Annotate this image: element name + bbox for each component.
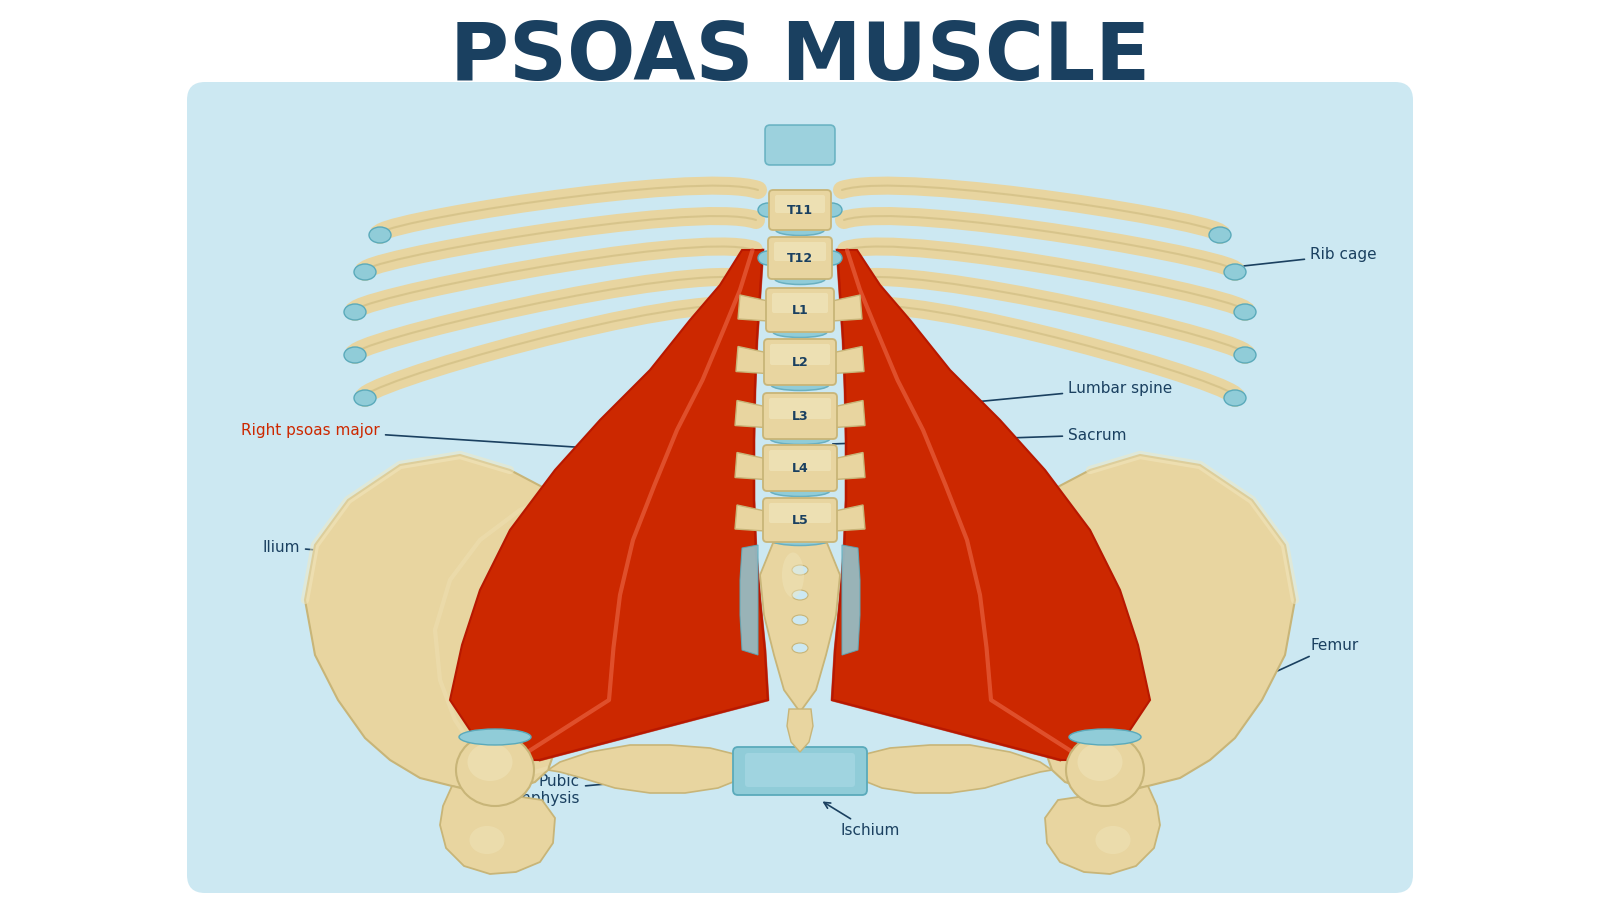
Text: Rib cage: Rib cage	[1227, 248, 1376, 267]
FancyBboxPatch shape	[187, 82, 1413, 893]
Polygon shape	[306, 455, 558, 792]
Polygon shape	[858, 745, 1053, 793]
Text: Right psoas major: Right psoas major	[242, 422, 586, 450]
Ellipse shape	[771, 535, 829, 545]
Polygon shape	[736, 346, 766, 374]
FancyBboxPatch shape	[763, 498, 837, 542]
Polygon shape	[832, 295, 862, 321]
Text: T12: T12	[787, 253, 813, 266]
Text: L1: L1	[792, 304, 808, 318]
Polygon shape	[835, 453, 866, 480]
FancyBboxPatch shape	[765, 125, 835, 165]
FancyBboxPatch shape	[763, 393, 837, 439]
Ellipse shape	[770, 485, 830, 497]
Ellipse shape	[792, 565, 808, 575]
Polygon shape	[834, 346, 864, 374]
Ellipse shape	[773, 327, 827, 338]
Polygon shape	[1035, 530, 1080, 745]
Ellipse shape	[1234, 304, 1256, 320]
Ellipse shape	[344, 304, 366, 320]
Polygon shape	[734, 505, 765, 531]
Text: L5: L5	[792, 515, 808, 527]
Text: L4: L4	[792, 463, 808, 475]
FancyBboxPatch shape	[766, 288, 834, 332]
Polygon shape	[739, 545, 758, 655]
Ellipse shape	[758, 203, 778, 217]
Polygon shape	[835, 400, 866, 428]
Polygon shape	[1045, 786, 1160, 874]
Ellipse shape	[459, 729, 531, 745]
FancyBboxPatch shape	[770, 503, 830, 523]
Ellipse shape	[792, 615, 808, 625]
FancyBboxPatch shape	[770, 450, 830, 471]
Ellipse shape	[354, 390, 376, 406]
Text: Femur: Femur	[1109, 637, 1358, 748]
Polygon shape	[738, 295, 768, 321]
Ellipse shape	[456, 734, 534, 806]
Ellipse shape	[792, 643, 808, 653]
Polygon shape	[734, 453, 765, 480]
Ellipse shape	[467, 743, 512, 781]
Ellipse shape	[1234, 347, 1256, 363]
Polygon shape	[440, 786, 555, 874]
Ellipse shape	[469, 826, 504, 854]
Ellipse shape	[822, 251, 842, 265]
FancyBboxPatch shape	[771, 293, 829, 313]
Polygon shape	[734, 400, 765, 428]
Polygon shape	[835, 505, 866, 531]
Text: Left psoas major: Left psoas major	[987, 481, 1195, 496]
Text: T11: T11	[787, 204, 813, 218]
Text: PSOAS MUSCLE: PSOAS MUSCLE	[450, 19, 1150, 97]
Ellipse shape	[782, 553, 805, 598]
FancyBboxPatch shape	[733, 747, 867, 795]
Ellipse shape	[758, 251, 778, 265]
FancyBboxPatch shape	[774, 195, 826, 213]
Polygon shape	[832, 250, 1150, 760]
Ellipse shape	[1096, 826, 1131, 854]
Ellipse shape	[792, 590, 808, 600]
Ellipse shape	[1224, 390, 1246, 406]
Ellipse shape	[770, 434, 830, 445]
Text: Lumbar spine: Lumbar spine	[830, 381, 1173, 416]
Polygon shape	[520, 530, 565, 745]
Polygon shape	[1042, 455, 1294, 792]
Text: Sacrum: Sacrum	[832, 428, 1126, 444]
FancyBboxPatch shape	[763, 445, 837, 491]
Text: Ischium: Ischium	[824, 803, 899, 838]
Ellipse shape	[1066, 734, 1144, 806]
Ellipse shape	[344, 347, 366, 363]
Ellipse shape	[1210, 227, 1230, 243]
Text: Ilium: Ilium	[262, 539, 370, 557]
FancyBboxPatch shape	[746, 753, 854, 787]
Text: Pubic
symphysis: Pubic symphysis	[499, 768, 755, 806]
Polygon shape	[760, 543, 840, 712]
FancyBboxPatch shape	[768, 237, 832, 279]
Text: L2: L2	[792, 356, 808, 370]
Text: L3: L3	[792, 410, 808, 424]
Ellipse shape	[771, 380, 829, 391]
Ellipse shape	[822, 203, 842, 217]
Ellipse shape	[1224, 264, 1246, 280]
Polygon shape	[547, 745, 742, 793]
FancyBboxPatch shape	[774, 242, 826, 261]
Polygon shape	[787, 709, 813, 752]
Ellipse shape	[774, 274, 826, 284]
Ellipse shape	[1069, 729, 1141, 745]
Ellipse shape	[1077, 743, 1123, 781]
FancyBboxPatch shape	[770, 190, 830, 230]
Ellipse shape	[370, 227, 390, 243]
Polygon shape	[450, 250, 768, 760]
FancyBboxPatch shape	[770, 398, 830, 419]
Polygon shape	[842, 545, 861, 655]
FancyBboxPatch shape	[765, 339, 835, 385]
FancyBboxPatch shape	[770, 344, 830, 365]
Ellipse shape	[354, 264, 376, 280]
Ellipse shape	[776, 224, 824, 236]
